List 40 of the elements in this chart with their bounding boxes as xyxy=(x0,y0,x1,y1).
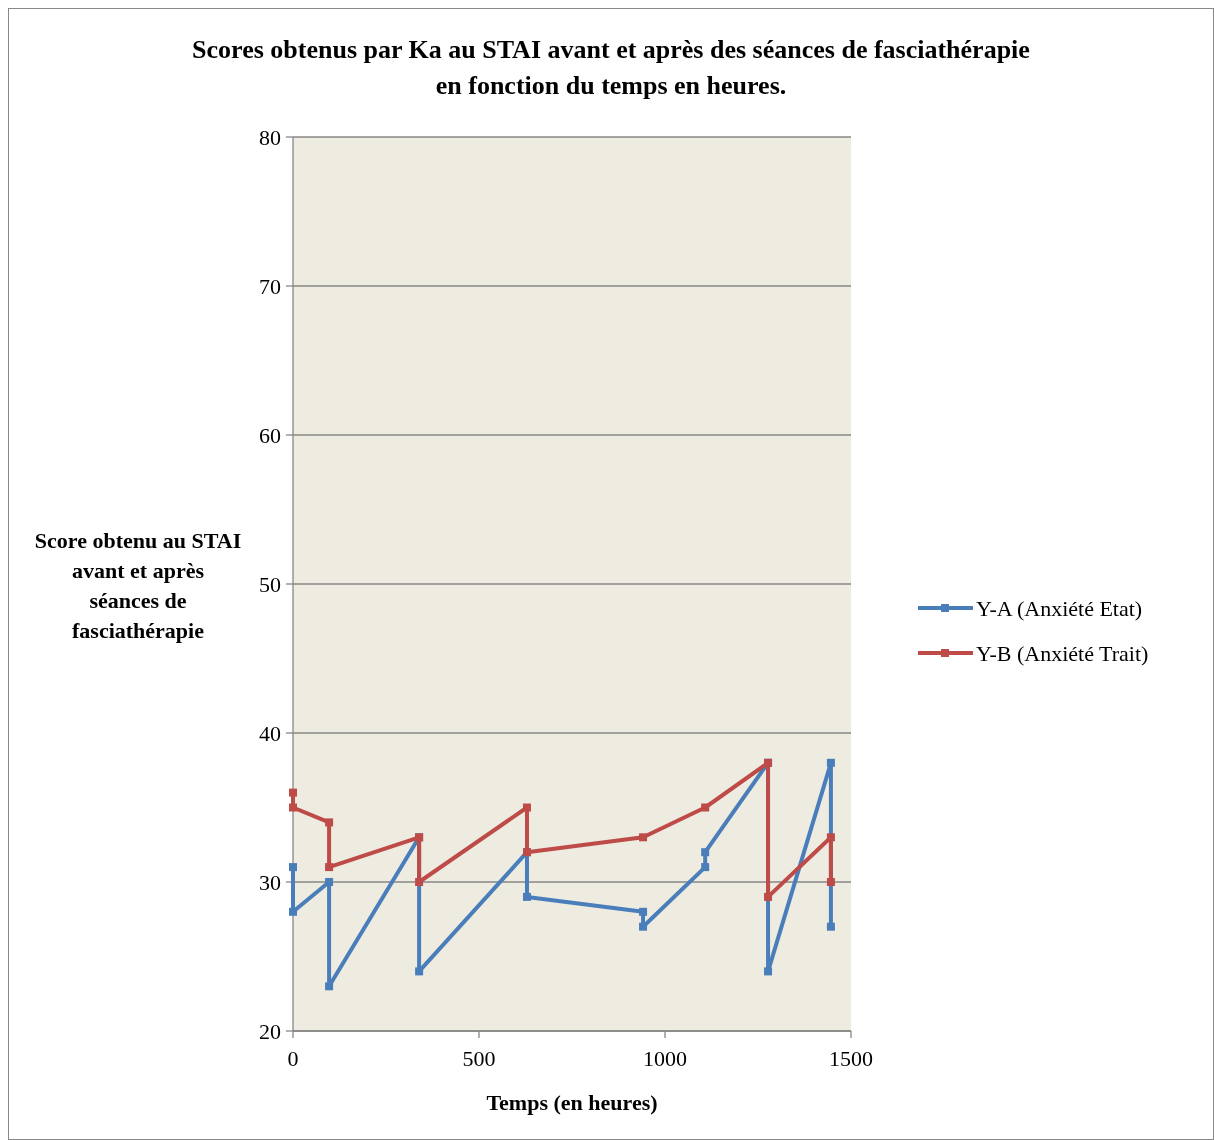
point xyxy=(826,878,835,886)
point xyxy=(289,803,297,812)
point xyxy=(325,982,334,991)
point xyxy=(826,758,835,767)
point xyxy=(415,967,424,976)
point xyxy=(289,788,297,797)
point xyxy=(826,922,835,931)
point xyxy=(325,818,334,827)
y-tick-label: 20 xyxy=(259,1018,281,1044)
legend-label: Y-B (Anxiété Trait) xyxy=(976,640,1149,666)
point xyxy=(639,922,648,931)
point xyxy=(325,863,334,872)
point xyxy=(325,878,334,886)
point xyxy=(415,878,424,886)
y-tick-label: 50 xyxy=(259,571,281,597)
point xyxy=(522,892,531,901)
chart-title: Scores obtenus par Ka au STAI avant et après des séances de fasciathérapie en fonction du temps en heures. xyxy=(192,35,1030,100)
point xyxy=(701,803,710,812)
y-tick-label: 30 xyxy=(259,869,281,895)
point xyxy=(639,833,648,842)
x-tick-label: 1000 xyxy=(643,1046,687,1071)
x-axis-title: Temps (en heures) xyxy=(486,1090,658,1115)
x-tick-label: 1500 xyxy=(829,1046,873,1071)
legend-label: Y-A (Anxiété Etat) xyxy=(976,595,1143,621)
y-axis-title: Score obtenu au STAI avant et après séances de fasciathérapie xyxy=(34,528,242,643)
point xyxy=(701,863,710,872)
y-tick-label: 80 xyxy=(259,124,281,150)
y-tick-label: 70 xyxy=(259,273,281,299)
x-tick-label: 0 xyxy=(287,1046,299,1071)
point xyxy=(289,907,297,916)
point xyxy=(764,967,773,976)
point xyxy=(701,848,710,857)
point xyxy=(764,892,773,901)
y-tick-label: 40 xyxy=(259,720,281,746)
x-tick-label: 500 xyxy=(462,1046,496,1071)
point xyxy=(639,907,648,916)
point xyxy=(826,833,835,842)
point xyxy=(289,863,297,872)
point xyxy=(522,803,531,812)
y-tick-label: 60 xyxy=(259,422,281,448)
